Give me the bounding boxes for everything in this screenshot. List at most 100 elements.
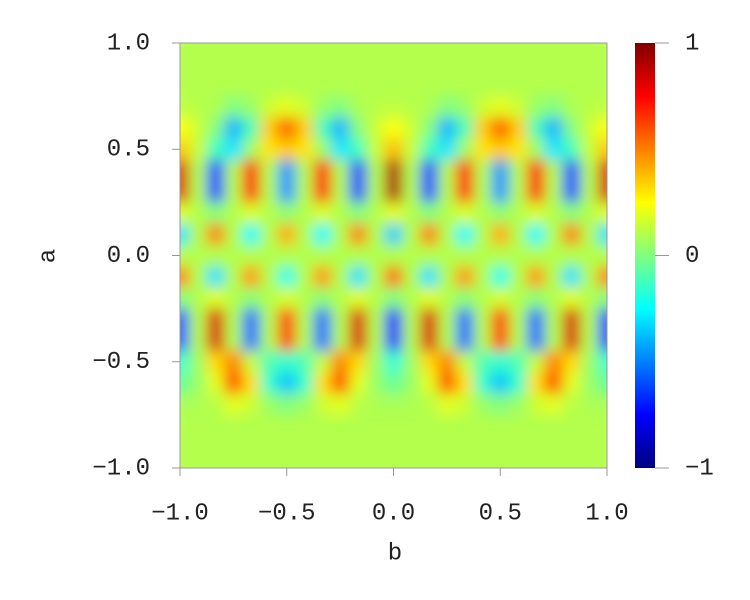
heatmap-cell [313, 436, 332, 458]
heatmap-cell [206, 244, 225, 267]
heatmap-cell [277, 266, 297, 288]
heatmap-cell [366, 372, 386, 395]
heatmap-cell [260, 266, 279, 288]
heatmap-cell [384, 74, 403, 97]
heatmap [180, 43, 607, 468]
heatmap-cell [491, 414, 510, 437]
x-tick-label: 0.5 [479, 500, 522, 527]
heatmap-cell [491, 244, 510, 267]
heatmap-cell [598, 43, 607, 55]
heatmap-cell [260, 181, 279, 203]
heatmap-cell [598, 181, 607, 203]
heatmap-cell [598, 244, 607, 267]
heatmap-cell [455, 436, 475, 458]
heatmap-cell [260, 457, 279, 468]
heatmap-cell [206, 202, 225, 225]
heatmap-cell [455, 244, 475, 267]
heatmap-cell [384, 202, 403, 225]
heatmap-cell [598, 223, 607, 246]
heatmap-cell [598, 53, 607, 76]
heatmap-cell [526, 117, 546, 140]
heatmap-cell [180, 329, 190, 352]
heatmap-cell [402, 266, 421, 288]
heatmap-cell [491, 308, 510, 331]
heatmap-cell [384, 244, 403, 267]
heatmap-cell [260, 202, 279, 225]
heatmap-cell [295, 436, 314, 458]
heatmap-cell [402, 287, 421, 310]
heatmap-cell [277, 436, 297, 458]
heatmap-cell [580, 351, 599, 373]
heatmap-cell [544, 181, 564, 203]
heatmap-cell [598, 159, 607, 182]
heatmap-cell [384, 53, 403, 76]
heatmap-cell [260, 287, 279, 310]
heatmap-cell [580, 266, 599, 288]
heatmap-cell [598, 74, 607, 97]
heatmap-cell [188, 244, 208, 267]
heatmap-cell [366, 74, 386, 97]
heatmap-cell [384, 181, 403, 203]
heatmap-cell [295, 457, 314, 468]
heatmap-cell [331, 436, 350, 458]
heatmap-cell [402, 244, 421, 267]
heatmap-cell [491, 202, 510, 225]
heatmap-cell [598, 372, 607, 395]
heatmap-cell [491, 117, 510, 140]
heatmap-cell [562, 457, 581, 468]
heatmap-cell [260, 223, 279, 246]
heatmap-cell [366, 117, 386, 140]
heatmap-cell [349, 436, 368, 458]
heatmap-cell [349, 393, 368, 416]
heatmap-cell [331, 457, 350, 468]
heatmap-cell [491, 393, 510, 416]
heatmap-cell [206, 53, 225, 76]
heatmap-cell [180, 414, 190, 437]
heatmap-cell [509, 266, 528, 288]
heatmap-cell [384, 43, 403, 55]
heatmap-cell [473, 351, 492, 373]
heatmap-cell [598, 457, 607, 468]
heatmap-cell [420, 96, 439, 118]
heatmap-cell [473, 244, 492, 267]
heatmap-cell [260, 308, 279, 331]
heatmap-cell [349, 202, 368, 225]
heatmap-cell [277, 117, 297, 140]
heatmap-cell [242, 181, 261, 203]
heatmap-cell [473, 53, 492, 76]
heatmap-cell [295, 202, 314, 225]
y-tick-label: 1.0 [107, 30, 150, 57]
heatmap-cell [455, 223, 475, 246]
heatmap-cell [544, 329, 564, 352]
heatmap-cell [526, 287, 546, 310]
x-tick-label: −0.5 [258, 500, 316, 527]
heatmap-cell [260, 138, 279, 161]
heatmap-cell [598, 308, 607, 331]
heatmap-cell [295, 244, 314, 267]
heatmap-cell [349, 223, 368, 246]
heatmap-cell [580, 117, 599, 140]
heatmap-cell [384, 266, 403, 288]
heatmap-cell [242, 457, 261, 468]
heatmap-cell [526, 436, 546, 458]
heatmap-cell [349, 457, 368, 468]
heatmap-cell [188, 287, 208, 310]
heatmap-cell [277, 202, 297, 225]
heatmap-cell [277, 414, 297, 437]
heatmap-cell [473, 372, 492, 395]
heatmap-cell [366, 244, 386, 267]
heatmap-cell [526, 244, 546, 267]
heatmap-cell [544, 202, 564, 225]
heatmap-cell [509, 96, 528, 118]
heatmap-cell [455, 457, 475, 468]
heatmap-cell [224, 244, 243, 267]
heatmap-cell [562, 181, 581, 203]
heatmap-cell [180, 117, 190, 140]
heatmap-cell [349, 159, 368, 182]
heatmap-cell [180, 96, 190, 118]
heatmap-cell [526, 138, 546, 161]
heatmap-cell [384, 117, 403, 140]
heatmap-cell [313, 138, 332, 161]
heatmap-cell [437, 74, 457, 97]
heatmap-cell [366, 308, 386, 331]
